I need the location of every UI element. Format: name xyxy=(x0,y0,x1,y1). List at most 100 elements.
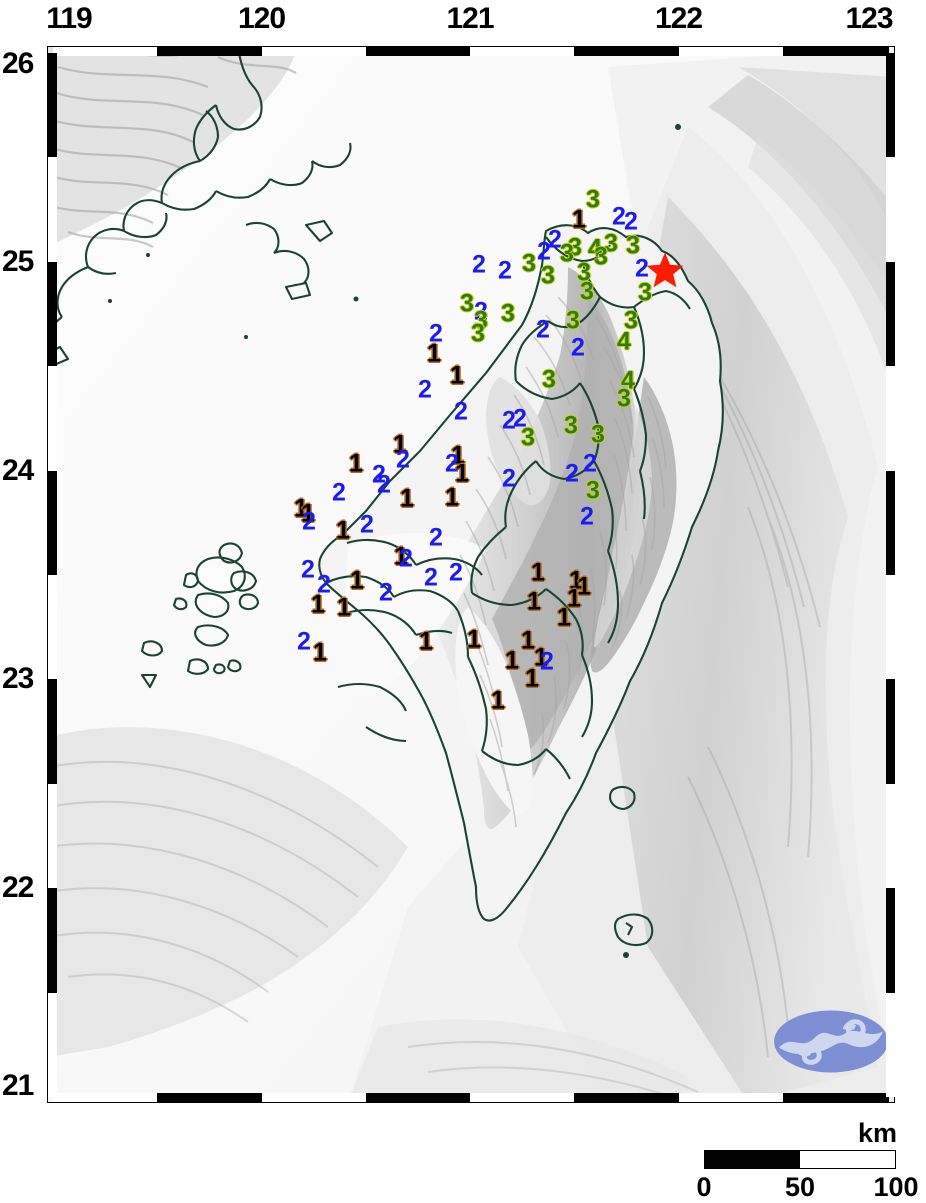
intensity-value-1: 1 xyxy=(534,643,548,672)
epicenter-star-marker[interactable] xyxy=(645,251,685,296)
intensity-value-3: 3 xyxy=(594,242,608,271)
intensity-value-2: 2 xyxy=(297,627,311,656)
latitude-tick-25: 25 xyxy=(2,244,34,278)
intensity-value-2: 2 xyxy=(472,250,486,279)
intensity-value-1: 1 xyxy=(349,449,363,478)
intensity-value-3: 3 xyxy=(604,229,618,258)
latitude-tick-22: 22 xyxy=(2,871,34,905)
intensity-value-3: 3 xyxy=(638,278,652,307)
scale-tick-0: 0 xyxy=(696,1172,712,1202)
axis-tick-segment xyxy=(886,157,895,262)
intensity-value-3: 3 xyxy=(471,319,485,348)
scale-bar xyxy=(704,1150,896,1169)
intensity-value-1: 1 xyxy=(313,638,327,667)
axis-tick-segment xyxy=(678,1093,783,1102)
intensity-value-2: 2 xyxy=(548,225,562,254)
intensity-value-3: 3 xyxy=(474,306,488,335)
intensity-value-2: 2 xyxy=(580,502,594,531)
axis-tick-segment xyxy=(48,992,57,1097)
scale-unit-label: km xyxy=(858,1118,898,1148)
longitude-tick-119: 119 xyxy=(46,2,92,35)
cwb-wave-logo xyxy=(771,1006,891,1083)
intensity-value-1: 1 xyxy=(455,459,469,488)
latitude-tick-26: 26 xyxy=(2,47,34,80)
axis-tick-segment xyxy=(48,366,57,471)
intensity-value-3: 3 xyxy=(586,185,600,214)
intensity-value-2: 2 xyxy=(317,570,331,599)
intensity-value-3: 3 xyxy=(566,306,580,335)
longitude-tick-123: 123 xyxy=(845,2,893,35)
intensity-value-2: 2 xyxy=(583,449,597,478)
axis-tick-segment xyxy=(48,157,57,262)
latitude-tick-23: 23 xyxy=(2,662,34,696)
intensity-value-2: 2 xyxy=(360,510,374,539)
axis-tick-segment xyxy=(886,992,895,1097)
intensity-value-2: 2 xyxy=(502,406,516,435)
intensity-value-2: 2 xyxy=(418,375,432,404)
wave-logo-icon xyxy=(774,1010,888,1073)
intensity-value-1: 1 xyxy=(572,205,586,234)
intensity-value-2: 2 xyxy=(424,563,438,592)
intensity-value-3: 3 xyxy=(521,423,535,452)
bottom-axis-tick-band xyxy=(53,1093,889,1102)
intensity-value-2: 2 xyxy=(537,237,551,266)
intensity-value-2: 2 xyxy=(445,449,459,478)
axis-tick-segment xyxy=(886,783,895,889)
right-axis-tick-band xyxy=(886,53,895,1097)
left-axis-tick-band xyxy=(48,53,57,1097)
intensity-value-2: 2 xyxy=(372,460,386,489)
intensity-value-1: 1 xyxy=(336,516,350,545)
intensity-value-2: 2 xyxy=(498,256,512,285)
intensity-value-3: 3 xyxy=(577,258,591,287)
intensity-value-1: 1 xyxy=(521,626,535,655)
intensity-value-4: 4 xyxy=(621,366,635,395)
intensity-value-2: 2 xyxy=(565,459,579,488)
intensity-value-1: 1 xyxy=(427,339,441,368)
intensity-value-2: 2 xyxy=(377,470,391,499)
intensity-value-1: 1 xyxy=(451,441,465,470)
intensity-value-1: 1 xyxy=(400,484,414,513)
intensity-value-1: 1 xyxy=(419,627,433,656)
terrain-relief-layer xyxy=(48,47,894,1102)
intensity-value-1: 1 xyxy=(567,584,581,613)
scale-tick-100: 100 xyxy=(873,1172,919,1202)
intensity-value-3: 3 xyxy=(541,261,555,290)
axis-tick-segment xyxy=(53,1093,158,1102)
intensity-value-3: 3 xyxy=(624,306,638,335)
intensity-value-1: 1 xyxy=(557,603,571,632)
longitude-tick-121: 121 xyxy=(446,2,494,35)
longitude-axis-labels: 119 120 121 122 123 xyxy=(0,0,926,44)
axis-tick-segment xyxy=(261,1093,366,1102)
intensity-value-2: 2 xyxy=(429,523,443,552)
intensity-value-1: 1 xyxy=(393,430,407,459)
intensity-value-4: 4 xyxy=(617,327,631,356)
intensity-value-1: 1 xyxy=(577,572,591,601)
intensity-value-2: 2 xyxy=(301,555,315,584)
intensity-value-1: 1 xyxy=(569,566,583,595)
intensity-value-2: 2 xyxy=(429,319,443,348)
intensity-value-2: 2 xyxy=(379,578,393,607)
star-icon xyxy=(646,252,684,288)
intensity-value-2: 2 xyxy=(612,202,626,231)
intensity-value-1: 1 xyxy=(525,664,539,693)
intensity-value-1: 1 xyxy=(350,566,364,595)
scale-bar-fill xyxy=(705,1151,800,1168)
intensity-value-2: 2 xyxy=(399,544,413,573)
axis-tick-segment xyxy=(261,47,366,56)
intensity-value-2: 2 xyxy=(635,254,649,283)
intensity-value-3: 3 xyxy=(560,239,574,268)
axis-tick-segment xyxy=(886,366,895,471)
intensity-value-1: 1 xyxy=(505,646,519,675)
intensity-value-1: 1 xyxy=(531,558,545,587)
intensity-value-2: 2 xyxy=(474,297,488,326)
intensity-value-2: 2 xyxy=(449,558,463,587)
intensity-value-3: 3 xyxy=(522,249,536,278)
axis-tick-segment xyxy=(886,575,895,680)
intensity-value-2: 2 xyxy=(396,445,410,474)
axis-tick-segment xyxy=(470,47,575,56)
scale-bar-group: km 0 50 100 xyxy=(696,1118,918,1202)
intensity-value-2: 2 xyxy=(332,478,346,507)
intensity-value-3: 3 xyxy=(580,277,594,306)
